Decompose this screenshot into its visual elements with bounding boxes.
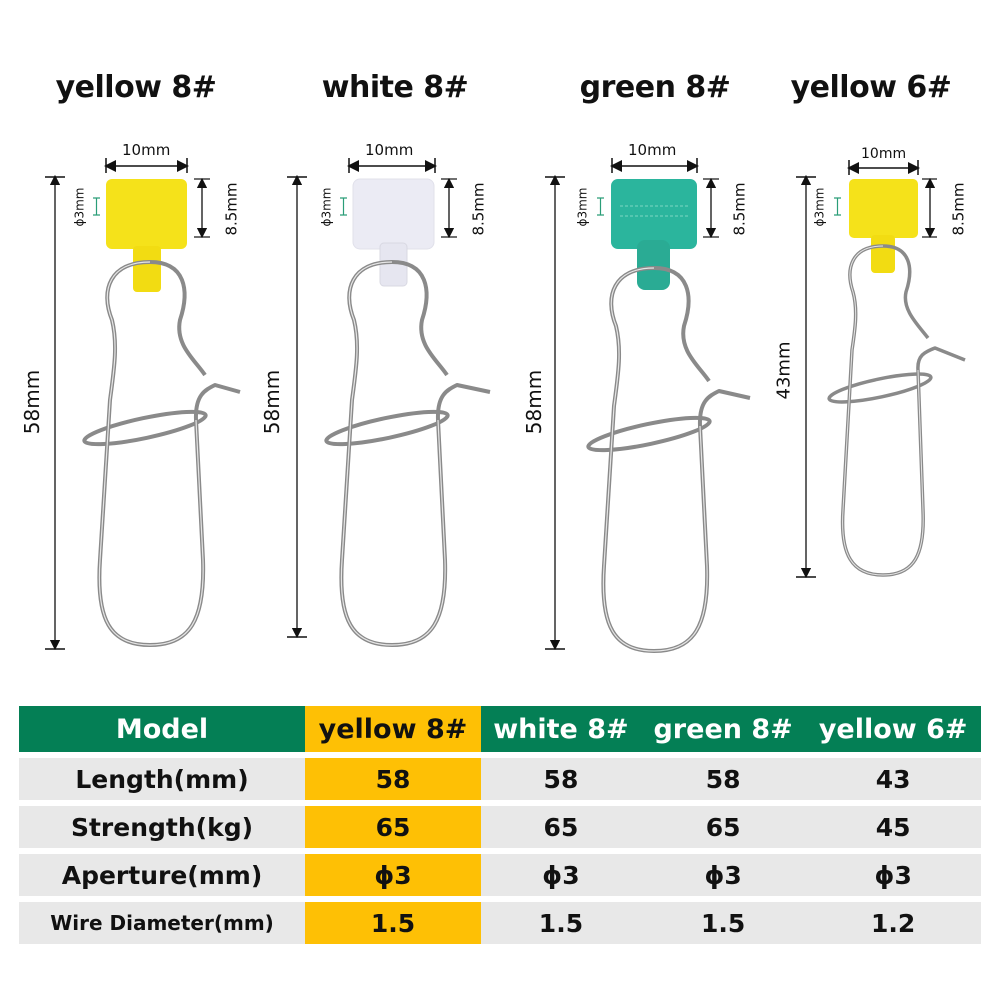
cell-value: ϕ3 (305, 854, 481, 896)
height-label-yellow-6: 8.5mm (949, 182, 968, 236)
width-label-green-8: 10mm (628, 141, 677, 159)
header-white-8: white 8# (481, 706, 641, 752)
row-label: Aperture(mm) (19, 854, 305, 896)
spec-table: Model yellow 8# white 8# green 8# yellow… (19, 700, 981, 950)
header-green-8: green 8# (640, 706, 806, 752)
height-label-white-8: 8.5mm (469, 182, 488, 236)
cell-value: 65 (481, 806, 641, 848)
snap-yellow-6 (796, 160, 966, 579)
snap-yellow-8 (45, 158, 241, 651)
length-label-yellow-8: 58mm (20, 369, 45, 435)
table-row-wire-diameter: Wire Diameter(mm) 1.5 1.5 1.5 1.2 (19, 902, 981, 944)
hole-label-green-8: ϕ3mm (575, 187, 590, 227)
width-label-yellow-8: 10mm (122, 141, 171, 159)
header-model: Model (19, 706, 305, 752)
product-title-yellow-8: yellow 8# (55, 70, 217, 105)
product-illustrations (45, 158, 966, 653)
cell-value: 58 (305, 758, 481, 800)
table-row-length: Length(mm) 58 58 58 43 (19, 758, 981, 800)
table-row-strength: Strength(kg) 65 65 65 45 (19, 806, 981, 848)
cell-value: ϕ3 (805, 854, 981, 896)
header-yellow-6: yellow 6# (805, 706, 981, 752)
hole-label-white-8: ϕ3mm (319, 187, 334, 227)
height-label-yellow-8: 8.5mm (222, 182, 241, 236)
cell-value: 1.2 (805, 902, 981, 944)
header-yellow-8: yellow 8# (305, 706, 481, 752)
row-label: Strength(kg) (19, 806, 305, 848)
hole-label-yellow-6: ϕ3mm (812, 187, 827, 227)
cell-value: 65 (640, 806, 806, 848)
cell-value: ϕ3 (640, 854, 806, 896)
table-row-aperture: Aperture(mm) ϕ3 ϕ3 ϕ3 ϕ3 (19, 854, 981, 896)
cell-value: 43 (805, 758, 981, 800)
cell-value: 1.5 (640, 902, 806, 944)
hole-label-yellow-8: ϕ3mm (72, 187, 87, 227)
product-title-green-8: green 8# (579, 70, 731, 105)
cell-value: 58 (481, 758, 641, 800)
product-title-yellow-6: yellow 6# (790, 70, 952, 105)
cell-value: 1.5 (305, 902, 481, 944)
table-header-row: Model yellow 8# white 8# green 8# yellow… (19, 706, 981, 752)
height-label-green-8: 8.5mm (730, 182, 749, 236)
row-label: Wire Diameter(mm) (19, 902, 305, 944)
width-label-white-8: 10mm (365, 141, 414, 159)
row-label: Length(mm) (19, 758, 305, 800)
snap-white-8 (287, 158, 491, 647)
cell-value: 1.5 (481, 902, 641, 944)
cell-value: 45 (805, 806, 981, 848)
cell-value: 58 (640, 758, 806, 800)
width-label-yellow-6: 10mm (861, 146, 907, 162)
cell-value: 65 (305, 806, 481, 848)
snap-green-8 (545, 158, 751, 653)
cell-value: ϕ3 (481, 854, 641, 896)
product-title-white-8: white 8# (321, 70, 469, 105)
length-label-white-8: 58mm (260, 369, 285, 435)
length-label-green-8: 58mm (522, 369, 547, 435)
length-label-yellow-6: 43mm (773, 341, 795, 400)
